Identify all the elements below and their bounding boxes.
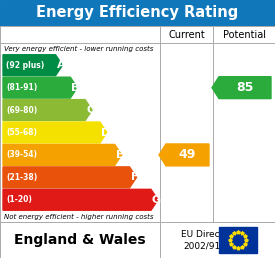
Polygon shape <box>3 144 122 165</box>
Text: (69-80): (69-80) <box>6 106 37 115</box>
Text: Very energy efficient - lower running costs: Very energy efficient - lower running co… <box>4 45 153 52</box>
Polygon shape <box>3 167 137 188</box>
Text: Potential: Potential <box>222 29 265 39</box>
Text: F: F <box>131 172 138 182</box>
Text: D: D <box>101 127 110 138</box>
Text: 49: 49 <box>179 148 196 162</box>
Text: A: A <box>57 60 65 70</box>
Bar <box>219 227 257 253</box>
Polygon shape <box>212 77 271 99</box>
Text: C: C <box>86 105 94 115</box>
Text: EU Directive
2002/91/EC: EU Directive 2002/91/EC <box>181 230 237 251</box>
Text: (81-91): (81-91) <box>6 83 37 92</box>
Bar <box>0 26 275 222</box>
Polygon shape <box>3 189 158 210</box>
Text: 85: 85 <box>236 81 254 94</box>
Text: (92 plus): (92 plus) <box>6 61 44 70</box>
Polygon shape <box>3 100 92 120</box>
Polygon shape <box>3 122 107 143</box>
Text: B: B <box>71 83 80 93</box>
Text: (21-38): (21-38) <box>6 173 37 182</box>
Text: Not energy efficient - higher running costs: Not energy efficient - higher running co… <box>4 213 153 220</box>
Polygon shape <box>159 144 209 166</box>
Text: Current: Current <box>168 29 205 39</box>
Text: (55-68): (55-68) <box>6 128 37 137</box>
Text: (39-54): (39-54) <box>6 150 37 159</box>
Text: England & Wales: England & Wales <box>14 233 146 247</box>
Text: E: E <box>116 150 123 160</box>
Text: (1-20): (1-20) <box>6 195 32 204</box>
Polygon shape <box>3 55 62 76</box>
Polygon shape <box>3 77 77 98</box>
Text: G: G <box>152 195 161 205</box>
Text: Energy Efficiency Rating: Energy Efficiency Rating <box>36 5 239 20</box>
Bar <box>0 0 275 26</box>
Bar <box>0 222 275 258</box>
